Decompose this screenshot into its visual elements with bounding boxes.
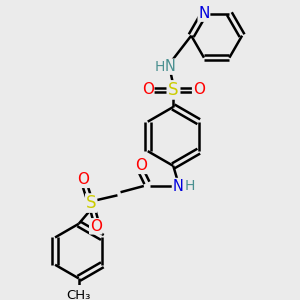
Text: N: N: [165, 59, 176, 74]
Text: N: N: [172, 178, 183, 194]
Text: S: S: [86, 194, 96, 212]
Text: O: O: [77, 172, 89, 187]
Text: CH₃: CH₃: [67, 289, 91, 300]
Text: O: O: [193, 82, 205, 98]
Text: H: H: [185, 179, 196, 193]
Text: O: O: [135, 158, 147, 173]
Text: N: N: [198, 6, 210, 21]
Text: O: O: [90, 219, 102, 234]
Text: H: H: [155, 60, 165, 74]
Text: O: O: [142, 82, 154, 98]
Text: S: S: [168, 81, 178, 99]
